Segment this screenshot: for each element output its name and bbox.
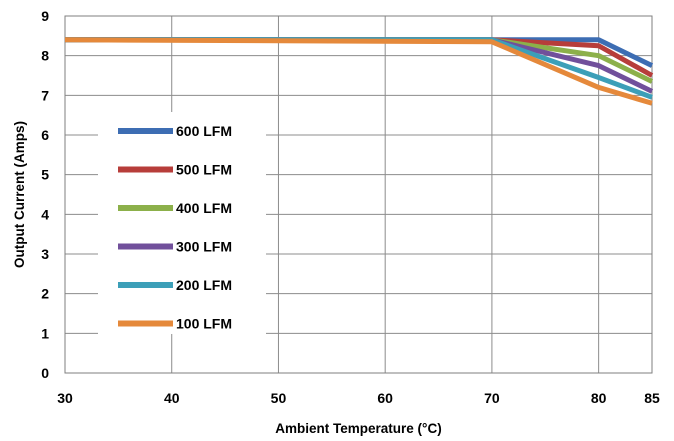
x-tick-label: 70 [484, 390, 500, 406]
x-tick-label: 60 [377, 390, 393, 406]
y-tick-label: 2 [41, 286, 49, 302]
y-tick-label: 8 [41, 48, 49, 64]
y-tick-label: 0 [41, 365, 49, 381]
legend-label: 200 LFM [176, 277, 232, 293]
y-tick-label: 6 [41, 127, 49, 143]
axes [64, 15, 653, 374]
y-tick-label: 1 [41, 325, 49, 341]
series-line-100-lfm [64, 37, 653, 106]
x-tick-label: 85 [644, 390, 660, 406]
x-tick-label: 80 [591, 390, 607, 406]
y-tick-label: 7 [41, 87, 49, 103]
series-lines [64, 37, 654, 106]
x-axis-title: Ambient Temperature (°C) [275, 421, 441, 436]
legend-label: 500 LFM [176, 162, 232, 178]
y-tick-label: 4 [41, 206, 49, 222]
x-tick-label: 50 [271, 390, 287, 406]
x-tick-label: 40 [164, 390, 180, 406]
y-axis-title: Output Current (Amps) [12, 121, 27, 268]
legend-label: 100 LFM [176, 316, 232, 332]
legend: 600 LFM 500 LFM 400 LFM 300 LFM 200 LFM 100 L… [118, 123, 232, 332]
legend-label: 300 LFM [176, 239, 232, 255]
legend-label: 600 LFM [176, 123, 232, 139]
y-tick-label: 5 [41, 167, 49, 183]
tick-labels: 0 1 2 3 4 5 6 7 8 9 30 40 50 60 70 80 85 [41, 8, 660, 406]
plot-area-border [64, 15, 653, 374]
legend-background [98, 112, 266, 334]
y-tick-label: 3 [41, 246, 49, 262]
legend-label: 400 LFM [176, 200, 232, 216]
x-tick-label: 30 [57, 390, 73, 406]
y-tick-label: 9 [41, 8, 49, 24]
